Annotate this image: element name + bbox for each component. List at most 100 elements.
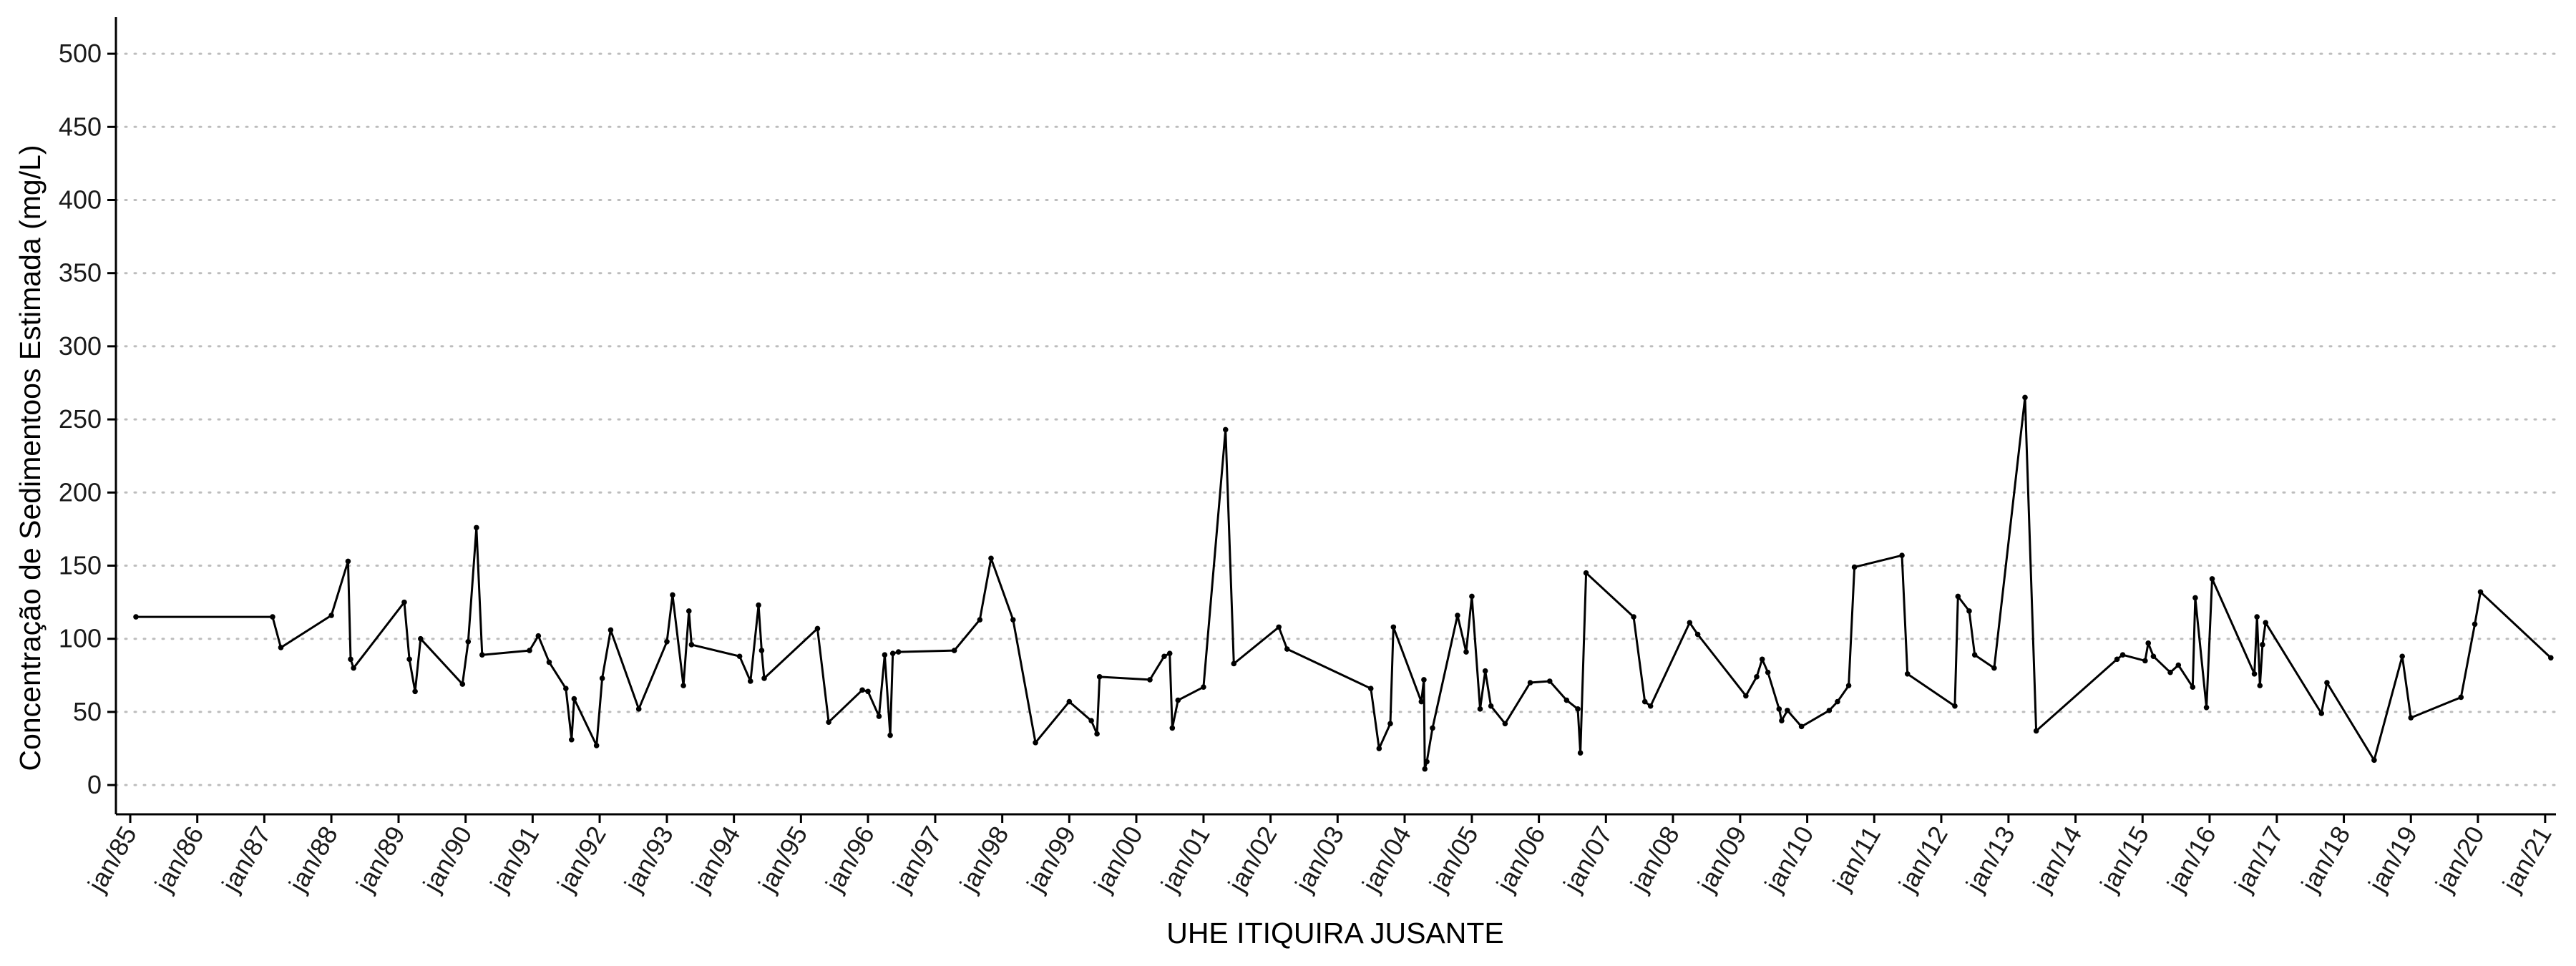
data-point bbox=[1647, 703, 1654, 709]
data-point bbox=[2257, 683, 2263, 688]
x-tick-label: jan/11 bbox=[1826, 821, 1886, 896]
data-point bbox=[401, 599, 407, 605]
data-point bbox=[2209, 576, 2215, 582]
data-point bbox=[608, 627, 614, 633]
y-tick-label: 300 bbox=[59, 331, 102, 361]
data-point bbox=[479, 652, 485, 658]
data-point bbox=[1488, 703, 1494, 709]
data-point bbox=[1631, 614, 1636, 620]
data-point bbox=[1463, 649, 1469, 655]
x-tick-label: jan/95 bbox=[752, 821, 813, 897]
y-axis-title: Concentração de Sedimentoos Estimada (mg… bbox=[14, 145, 47, 771]
x-tick-label: jan/88 bbox=[283, 821, 343, 897]
x-tick-label: jan/08 bbox=[1624, 821, 1685, 897]
data-point bbox=[328, 613, 334, 618]
data-point bbox=[1376, 746, 1382, 751]
y-tick-label: 50 bbox=[73, 697, 102, 726]
data-point bbox=[2260, 642, 2265, 648]
x-tick-label: jan/14 bbox=[2026, 821, 2087, 897]
series-line bbox=[136, 396, 2552, 771]
data-point bbox=[882, 652, 888, 658]
data-point bbox=[2371, 757, 2377, 763]
x-tick-label: jan/86 bbox=[149, 821, 210, 897]
data-point bbox=[465, 639, 472, 645]
x-tick-label: jan/21 bbox=[2497, 821, 2557, 897]
x-tick-label: jan/89 bbox=[350, 821, 411, 897]
data-point bbox=[1641, 698, 1648, 705]
data-point bbox=[1687, 620, 1693, 626]
data-point bbox=[977, 617, 983, 623]
data-point bbox=[887, 732, 893, 738]
x-tick-label: jan/10 bbox=[1758, 821, 1819, 897]
data-point bbox=[1826, 708, 1833, 713]
y-tick-label: 350 bbox=[59, 258, 102, 288]
x-tick-label: jan/02 bbox=[1222, 821, 1283, 897]
x-tick-label: jan/13 bbox=[1960, 821, 2021, 897]
data-point bbox=[1276, 624, 1282, 630]
data-point bbox=[756, 602, 761, 608]
data-point bbox=[568, 736, 575, 743]
y-tick-label: 400 bbox=[59, 185, 102, 215]
y-tick-label: 250 bbox=[59, 404, 102, 434]
data-point bbox=[2408, 715, 2414, 721]
data-point bbox=[1955, 593, 1961, 600]
data-point bbox=[2150, 653, 2157, 660]
data-point bbox=[2022, 394, 2028, 401]
data-point bbox=[1222, 426, 1229, 433]
data-point bbox=[1096, 674, 1103, 680]
data-point bbox=[2263, 620, 2269, 626]
x-axis-title: UHE ITIQUIRA JUSANTE bbox=[1166, 917, 1504, 950]
data-point bbox=[1166, 650, 1173, 656]
x-tick-label: jan/98 bbox=[954, 821, 1015, 897]
data-point bbox=[2192, 595, 2198, 601]
y-axis-title-group: Concentração de Sedimentoos Estimada (mg… bbox=[14, 145, 47, 771]
data-point bbox=[889, 650, 896, 656]
data-point bbox=[1966, 608, 1972, 614]
data-point bbox=[1421, 677, 1427, 683]
data-point bbox=[1169, 725, 1176, 731]
data-point bbox=[406, 656, 412, 663]
data-point bbox=[2033, 728, 2039, 734]
y-tick-label: 450 bbox=[59, 112, 102, 141]
data-point bbox=[2142, 658, 2148, 664]
data-point bbox=[1845, 683, 1852, 688]
data-point bbox=[1583, 570, 1589, 576]
data-point bbox=[1147, 677, 1153, 683]
data-point bbox=[1575, 706, 1581, 712]
data-point bbox=[1785, 708, 1790, 713]
data-point bbox=[1066, 698, 1073, 705]
x-tick-label: jan/16 bbox=[2161, 821, 2222, 897]
data-point bbox=[527, 648, 532, 653]
data-point bbox=[826, 719, 831, 726]
x-tick-label: jan/94 bbox=[686, 821, 746, 897]
data-point bbox=[599, 675, 605, 681]
gridlines bbox=[114, 52, 2557, 786]
data-point bbox=[1563, 697, 1570, 703]
data-point bbox=[2254, 614, 2260, 620]
data-point bbox=[2145, 640, 2152, 646]
data-point bbox=[1694, 631, 1701, 638]
data-point bbox=[1904, 670, 1911, 677]
data-point bbox=[1527, 680, 1533, 686]
data-point bbox=[2324, 680, 2330, 686]
data-point bbox=[2114, 656, 2120, 663]
data-point bbox=[351, 665, 356, 671]
data-point bbox=[895, 649, 902, 655]
x-tick-label: jan/85 bbox=[82, 821, 142, 897]
x-tick-label: jan/15 bbox=[2094, 821, 2155, 897]
data-point bbox=[2548, 655, 2554, 661]
data-point bbox=[133, 614, 139, 620]
data-point bbox=[2318, 711, 2325, 716]
data-point bbox=[2251, 670, 2258, 677]
data-point bbox=[563, 686, 569, 692]
x-tick-label: jan/09 bbox=[1692, 821, 1752, 897]
data-point bbox=[1430, 725, 1435, 731]
data-point bbox=[2119, 652, 2126, 658]
data-point bbox=[859, 687, 865, 693]
y-tick-label: 500 bbox=[59, 39, 102, 68]
data-point bbox=[2399, 653, 2405, 660]
x-tick-label: jan/01 bbox=[1155, 821, 1216, 897]
